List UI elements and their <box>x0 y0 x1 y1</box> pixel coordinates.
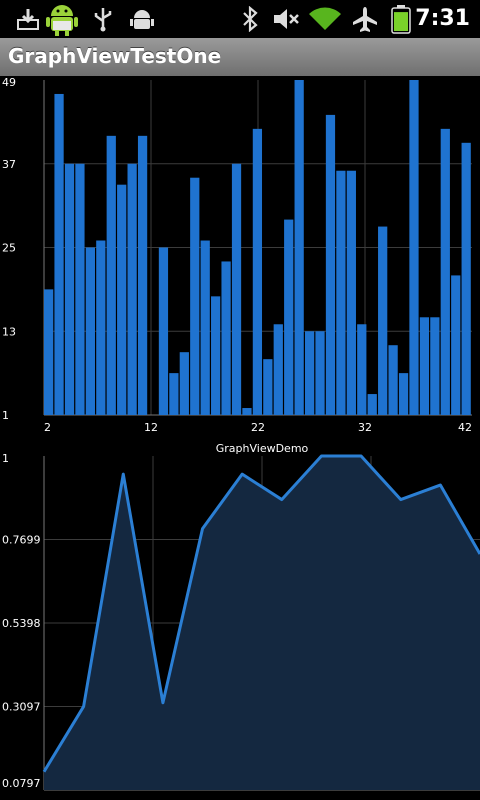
bluetooth-icon <box>238 4 262 34</box>
status-bar: 7:31 <box>0 0 480 38</box>
bar <box>231 163 242 415</box>
chart-title: GraphViewDemo <box>216 442 309 455</box>
bar <box>221 261 231 415</box>
title-bar: GraphViewTestOne <box>0 38 480 76</box>
x-tick-label: 12 <box>144 421 158 434</box>
bar <box>252 128 263 415</box>
mute-icon <box>270 4 302 34</box>
bar <box>419 317 430 415</box>
x-tick-label: 42 <box>458 421 472 434</box>
y-tick-label: 1 <box>2 452 9 465</box>
y-tick-label: 0.7699 <box>2 534 41 547</box>
bar <box>85 247 95 415</box>
bar <box>44 289 54 415</box>
y-tick-label: 0.5398 <box>2 617 41 630</box>
bar <box>158 247 169 415</box>
bar <box>263 359 273 415</box>
bar <box>440 128 450 415</box>
usb-icon <box>90 4 116 34</box>
y-tick-label: 13 <box>2 325 16 338</box>
bar <box>378 226 388 415</box>
area-fill <box>44 456 480 790</box>
bar <box>336 170 346 415</box>
bar <box>54 93 64 415</box>
android-robot-icon <box>44 4 80 36</box>
bar <box>242 408 252 415</box>
bar <box>117 184 127 415</box>
y-tick-label: 1 <box>2 409 9 422</box>
bar <box>451 275 461 415</box>
bar <box>409 80 419 415</box>
bar <box>398 373 409 415</box>
bar <box>169 373 179 415</box>
bar <box>284 219 294 415</box>
bar <box>315 331 325 415</box>
bar-chart: 1 13 25 37 49 2 12 22 32 42 <box>2 76 472 434</box>
bar <box>325 114 336 416</box>
graph-view-container: 1 13 25 37 49 2 12 22 32 42 GraphViewDemo 0.0797 0.… <box>2 76 480 791</box>
bar <box>304 331 315 415</box>
bar <box>200 240 210 415</box>
download-icon <box>14 4 42 34</box>
bar <box>127 163 137 415</box>
bar <box>273 324 283 415</box>
airplane-icon <box>350 4 380 34</box>
bar <box>64 163 75 415</box>
bar <box>179 352 189 415</box>
bar <box>430 317 440 415</box>
y-tick-label: 37 <box>2 158 16 171</box>
bar <box>75 163 85 415</box>
bar <box>106 135 116 416</box>
x-tick-label: 2 <box>44 421 51 434</box>
bar <box>96 240 106 415</box>
y-tick-label: 0.0797 <box>2 777 41 790</box>
bar <box>388 345 398 415</box>
y-tick-label: 49 <box>2 76 16 89</box>
debug-icon <box>128 4 156 34</box>
status-time: 7:31 <box>415 6 470 31</box>
app-title: GraphViewTestOne <box>8 44 222 68</box>
bar <box>190 177 200 415</box>
bar <box>367 394 377 415</box>
y-tick-label: 0.3097 <box>2 701 41 714</box>
line-area-chart: GraphViewDemo 0.0797 0.3097 0.5398 0.7699 1 <box>2 442 480 791</box>
x-tick-label: 22 <box>251 421 265 434</box>
x-tick-label: 32 <box>358 421 372 434</box>
bar <box>346 170 356 415</box>
bar <box>357 324 367 415</box>
battery-icon <box>390 4 412 34</box>
bar <box>461 142 471 415</box>
wifi-icon <box>308 4 342 34</box>
bar <box>137 135 148 416</box>
series-line <box>42 454 480 773</box>
bar <box>211 296 221 415</box>
y-tick-label: 25 <box>2 242 16 255</box>
bar <box>294 80 304 415</box>
